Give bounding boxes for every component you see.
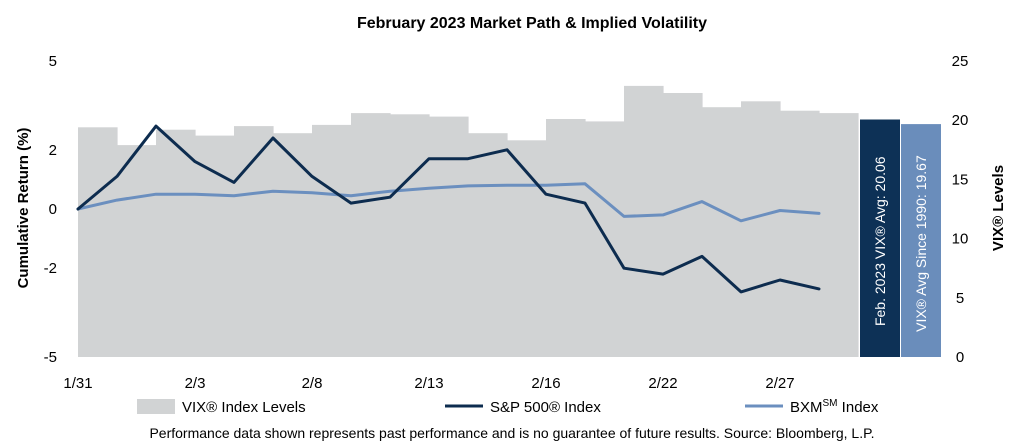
vix-bar: [273, 133, 313, 357]
x-tick-label: 2/22: [648, 375, 677, 392]
vix-bar: [195, 135, 235, 357]
x-tick-label: 2/3: [185, 375, 206, 392]
avg-bars: Feb. 2023 VIX® Avg: 20.06 VIX® Avg Since …: [860, 119, 941, 357]
avg-bar: [901, 124, 941, 357]
footnote: Performance data shown represents past p…: [149, 425, 874, 441]
legend-label-bxm: BXMSM Index: [790, 398, 879, 416]
vix-bar: [468, 133, 508, 357]
chart-title: February 2023 Market Path & Implied Vola…: [357, 15, 707, 32]
legend-label-sp500: S&P 500® Index: [490, 399, 601, 416]
vix-bar: [585, 121, 625, 358]
y-right-tick-label: 0: [956, 349, 964, 366]
vix-bar: [78, 127, 118, 357]
y-left-tick-label: 2: [49, 142, 57, 159]
x-tick-label: 2/13: [414, 375, 443, 392]
vix-bar: [780, 110, 820, 357]
y-left-tick-label: -2: [44, 260, 57, 277]
vix-bar: [429, 116, 469, 357]
vix-bar: [234, 126, 274, 357]
legend-swatch-vix: [137, 399, 175, 414]
sp500-line: [76, 124, 821, 294]
x-tick-label: 1/31: [63, 375, 92, 392]
y-right-tick-label: 15: [952, 171, 969, 188]
vix-bar: [624, 85, 664, 358]
avg-bar: [860, 119, 900, 357]
y-right-tick-label: 20: [952, 112, 969, 129]
x-tick-label: 2/16: [531, 375, 560, 392]
y-right-axis-title: VIX® Levels: [990, 165, 1007, 251]
vix-bar: [663, 93, 703, 357]
legend: VIX® Index Levels S&P 500® Index BXMSM Ind…: [137, 398, 879, 416]
legend-label-vix: VIX® Index Levels: [182, 399, 306, 416]
legend-label-bxm-sup: SM: [823, 398, 838, 409]
vix-bars: [78, 85, 859, 358]
vix-bar: [351, 113, 391, 357]
avg-bar-label: VIX® Avg Since 1990: 19.67: [913, 155, 929, 332]
legend-label-bxm-name: BXM: [790, 399, 823, 416]
legend-label-bxm-suffix: Index: [838, 399, 879, 416]
vix-bar: [390, 114, 430, 357]
avg-bar-label: Feb. 2023 VIX® Avg: 20.06: [872, 156, 888, 326]
series-lines: [76, 124, 821, 294]
y-right-tick-label: 25: [952, 53, 969, 70]
vix-bar: [741, 101, 781, 357]
x-tick-label: 2/8: [302, 375, 323, 392]
y-right-tick-label: 5: [956, 290, 964, 307]
vix-bar: [546, 119, 586, 357]
y-left-tick-label: 5: [49, 53, 57, 70]
y-left-tick-label: 0: [49, 201, 57, 218]
y-right-tick-label: 10: [952, 231, 969, 248]
vix-bar: [702, 107, 742, 357]
vix-bar: [117, 145, 157, 357]
x-tick-label: 2/27: [765, 375, 794, 392]
y-left-axis-title: Cumulative Return (%): [15, 128, 32, 289]
vix-bar: [819, 113, 859, 357]
vix-bar: [156, 129, 196, 357]
y-left-tick-label: -5: [44, 349, 57, 366]
vix-bar: [507, 140, 547, 357]
vix-bar: [312, 124, 352, 358]
bxm-line: [76, 182, 821, 223]
